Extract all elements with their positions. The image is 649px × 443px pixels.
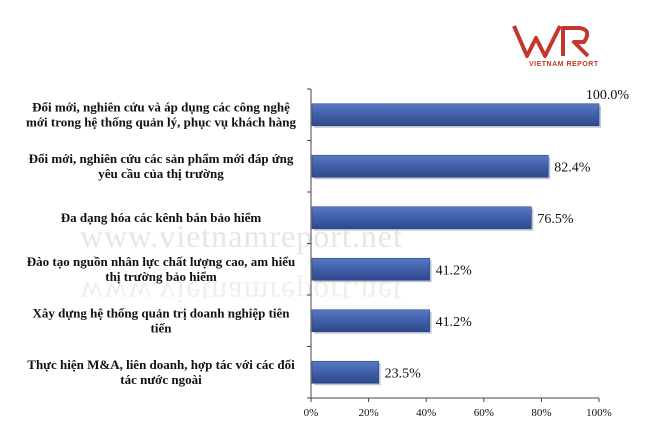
value-label: 100.0% (586, 88, 630, 103)
value-label: 41.2% (436, 315, 473, 330)
x-axis-ticks: 0% 20% 40% 60% 80% 100% (304, 88, 612, 419)
bar (311, 206, 532, 230)
logo-mark-icon (512, 25, 562, 58)
logo: VIETNAM REPORT (512, 25, 599, 68)
category-label: Thực hiện M&A, liên doanh, hợp tác với c… (27, 357, 295, 372)
x-tick-label: 100% (586, 407, 612, 419)
category-labels: Đổi mới, nghiên cứu và áp dụng các công … (26, 99, 296, 387)
bar (311, 154, 549, 178)
category-label: tác nước ngoài (120, 372, 202, 387)
x-tick-label: 40% (416, 407, 436, 419)
category-label: Đào tạo nguồn nhân lực chất lượng cao, a… (27, 254, 295, 269)
logo-r-icon (561, 26, 590, 58)
x-tick-label: 60% (474, 407, 494, 419)
bar (311, 309, 430, 333)
bars (311, 103, 601, 386)
category-label: thị trường bảo hiểm (105, 269, 217, 284)
x-tick-label: 80% (531, 407, 551, 419)
category-label: yêu cầu của thị trường (98, 166, 224, 181)
bar (311, 103, 600, 127)
value-label: 82.4% (554, 160, 591, 175)
category-label: Xây dựng hệ thống quản trị doanh nghiệp … (32, 305, 290, 320)
value-labels: 100.0% 82.4% 76.5% 41.2% 41.2% 23.5% (385, 88, 630, 382)
value-label: 23.5% (385, 366, 422, 381)
value-label: 41.2% (436, 263, 473, 278)
category-label: mới trong hệ thống quản lý, phục vụ khác… (26, 114, 296, 129)
logo-subtitle: VIETNAM REPORT (529, 61, 599, 68)
x-tick-label: 20% (359, 407, 379, 419)
bar (311, 257, 430, 281)
category-label: Đổi mới, nghiên cứu và áp dụng các công … (32, 99, 290, 114)
category-label: Đổi mới, nghiên cứu các sản phẩm mới đáp… (29, 151, 294, 166)
value-label: 76.5% (537, 212, 574, 227)
bar (311, 360, 379, 384)
category-label: tiến (151, 320, 173, 335)
category-label: Đa dạng hóa các kênh bán bảo hiểm (61, 210, 262, 225)
x-tick-label: 0% (304, 407, 319, 419)
